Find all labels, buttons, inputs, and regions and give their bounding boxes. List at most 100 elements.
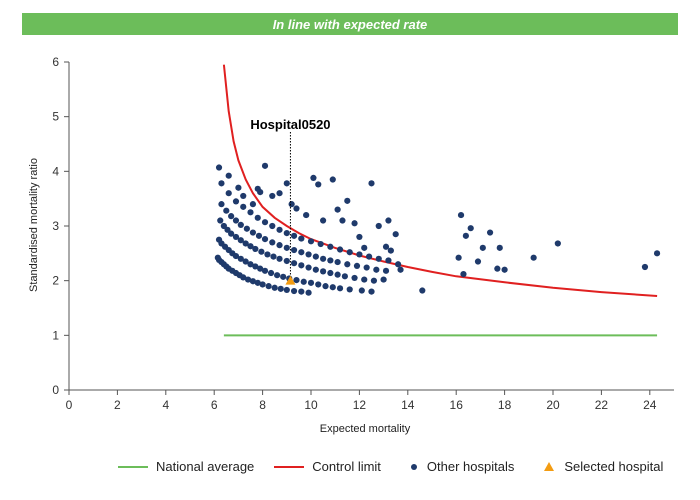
x-tick-label: 16	[450, 398, 464, 412]
other-hospital-point	[290, 246, 298, 254]
other-hospital-point	[353, 262, 361, 270]
other-hospital-point	[653, 250, 661, 257]
other-hospital-point	[344, 197, 351, 204]
other-hospital-point	[365, 253, 373, 260]
other-hospital-point	[305, 289, 312, 296]
legend-control-limit-label: Control limit	[312, 459, 381, 474]
other-hospital-point	[317, 240, 324, 248]
other-hospital-point	[290, 260, 298, 267]
other-hospital-point	[254, 214, 261, 221]
other-hospital-point	[283, 244, 290, 251]
other-hospital-point	[496, 244, 503, 251]
selected-hospital-swatch	[544, 462, 555, 471]
other-hospital-point	[243, 225, 250, 232]
other-hospital-point	[486, 229, 494, 236]
other-hospital-point	[457, 211, 465, 219]
other-hospital-point	[218, 180, 225, 187]
y-tick-label: 2	[52, 274, 59, 288]
other-hospital-point	[269, 239, 276, 246]
other-hospital-point	[358, 287, 365, 294]
other-hospital-point	[261, 236, 269, 243]
other-hospital-point	[315, 181, 322, 188]
other-hospital-point	[288, 201, 295, 208]
other-hospital-point	[290, 287, 298, 295]
other-hospital-point	[217, 217, 224, 224]
other-hospital-point	[494, 265, 501, 272]
other-hospital-point	[351, 274, 358, 282]
other-hospital-point	[334, 258, 341, 266]
other-hospital-point	[501, 266, 508, 273]
other-hospital-point	[368, 288, 375, 295]
other-hospital-point	[225, 172, 232, 179]
other-hospital-point	[361, 244, 368, 251]
other-hospital-point	[298, 288, 305, 295]
other-hospital-point	[276, 190, 283, 197]
other-hospital-point	[242, 258, 249, 265]
y-tick-label: 1	[52, 328, 59, 342]
other-hospital-point	[283, 230, 290, 237]
x-tick-label: 24	[643, 398, 657, 412]
other-hospital-point	[277, 285, 284, 292]
other-hospital-point	[235, 184, 242, 191]
selected-hospital-annotation: Hospital0520	[250, 117, 330, 132]
other-hospital-point	[300, 278, 307, 285]
other-hospital-point	[334, 206, 341, 213]
x-tick-label: 8	[259, 398, 266, 412]
other-hospital-point	[346, 286, 353, 293]
banner-text: In line with expected rate	[272, 16, 428, 32]
other-hospital-point	[310, 174, 317, 181]
other-hospital-point	[261, 219, 269, 226]
other-hospital-point	[259, 281, 266, 288]
x-tick-label: 12	[353, 398, 367, 412]
y-tick-label: 5	[52, 110, 59, 124]
y-axis-label: Standardised mortality ratio	[28, 158, 40, 292]
status-banner: In line with expected rate	[22, 13, 678, 35]
y-tick-label: 0	[52, 383, 59, 397]
other-hospital-point	[307, 279, 315, 286]
other-hospital-point	[269, 222, 276, 230]
legend-other-hospitals: Other hospitals	[401, 459, 514, 474]
other-hospital-point	[373, 266, 380, 273]
other-hospital-point	[276, 242, 283, 249]
other-hospital-point	[237, 237, 244, 244]
other-hospital-point	[344, 261, 351, 268]
other-hospital-point	[247, 243, 254, 250]
other-hospital-point	[247, 209, 254, 216]
legend-national-average: National average	[118, 459, 254, 474]
other-hospital-point	[641, 263, 649, 271]
other-hospital-point	[242, 240, 249, 247]
other-hospital-point	[339, 217, 346, 224]
other-hospital-point	[240, 192, 247, 200]
y-tick-label: 6	[52, 55, 59, 69]
other-hospital-point	[283, 257, 290, 265]
x-tick-label: 4	[162, 398, 169, 412]
other-hospital-point	[261, 162, 269, 169]
other-hospital-point	[276, 226, 283, 233]
other-hospital-point	[460, 271, 467, 278]
other-hospital-point	[271, 284, 278, 291]
other-hospital-point	[269, 192, 276, 200]
other-hospital-point	[382, 267, 390, 274]
y-tick-label: 4	[52, 164, 59, 178]
other-hospital-point	[228, 230, 235, 237]
other-hospital-point	[276, 255, 283, 262]
national-average-swatch	[118, 465, 148, 468]
other-hospital-point	[247, 261, 254, 268]
selected-hospital-point	[285, 275, 296, 285]
other-hospital-point	[232, 252, 240, 260]
other-hospital-point	[298, 262, 305, 269]
other-hospital-point	[363, 264, 370, 271]
other-hospital-point	[327, 243, 334, 250]
other-hospital-point	[554, 240, 561, 247]
other-hospital-point	[261, 267, 269, 274]
other-hospital-point	[240, 274, 247, 281]
other-hospital-point	[228, 213, 235, 220]
chart-legend: National average Control limit Other hos…	[118, 459, 683, 474]
other-hospital-point	[455, 254, 462, 261]
other-hospital-point	[334, 271, 341, 278]
other-hospital-point	[462, 232, 469, 239]
other-hospital-point	[395, 261, 402, 268]
other-hospital-point	[283, 180, 290, 187]
other-hospital-point	[257, 189, 264, 196]
